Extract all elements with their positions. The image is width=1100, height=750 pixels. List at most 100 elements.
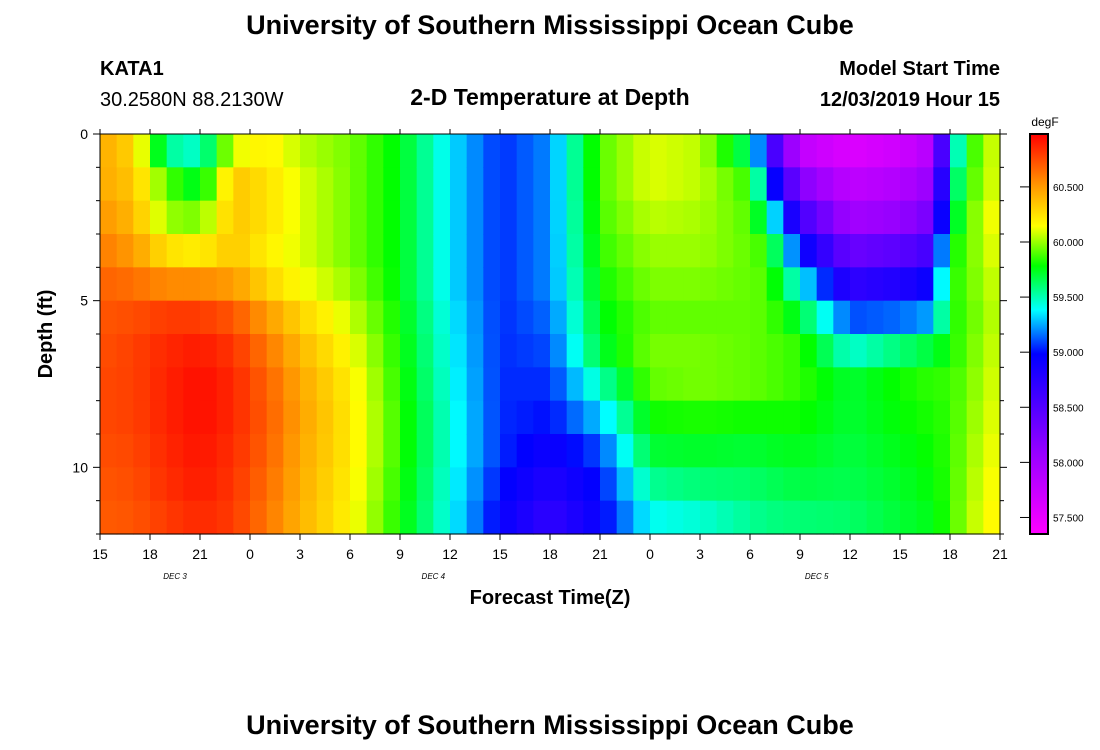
heatmap-cell xyxy=(283,467,301,502)
heatmap-cell xyxy=(633,367,651,402)
heatmap-cell xyxy=(133,434,151,468)
heatmap-cell xyxy=(550,434,568,468)
heatmap-cell xyxy=(633,134,651,168)
heatmap-cell xyxy=(700,467,718,502)
x-tick-label: 3 xyxy=(696,546,704,562)
heatmap-cell xyxy=(850,234,868,268)
y-axis: 0 5 10 xyxy=(72,126,1007,535)
heatmap-cell xyxy=(116,267,134,302)
heatmap-cell xyxy=(566,434,584,468)
heatmap-cell xyxy=(766,367,784,402)
heatmap-cell xyxy=(183,300,201,335)
heatmap-cell xyxy=(533,167,551,202)
heatmap-cell xyxy=(383,134,401,168)
heatmap-cell xyxy=(816,167,834,202)
x-tick-label: 15 xyxy=(892,546,908,562)
heatmap-cell xyxy=(633,400,651,435)
heatmap-cell xyxy=(466,434,484,468)
heatmap-cell xyxy=(916,200,934,235)
heatmap-cell xyxy=(500,300,518,335)
heatmap-cell xyxy=(250,267,268,302)
heatmap-cell xyxy=(216,434,234,468)
heatmap-cell xyxy=(983,234,1001,268)
heatmap-cell xyxy=(233,234,251,268)
heatmap-cell xyxy=(766,300,784,335)
heatmap-cell xyxy=(200,167,218,202)
heatmap-cell xyxy=(166,300,184,335)
heatmap-cell xyxy=(533,300,551,335)
heatmap-cell xyxy=(516,234,534,268)
heatmap-cell xyxy=(683,500,701,535)
heatmap-cell xyxy=(516,267,534,302)
heatmap-cell xyxy=(700,134,718,168)
heatmap-cell xyxy=(833,300,851,335)
heatmap-cell xyxy=(533,234,551,268)
heatmap-cell xyxy=(550,400,568,435)
heatmap-cell xyxy=(283,134,301,168)
heatmap-cell xyxy=(450,434,468,468)
heatmap-cell xyxy=(733,134,751,168)
heatmap-cell xyxy=(816,334,834,368)
heatmap-cell xyxy=(933,400,951,435)
heatmap-cell xyxy=(400,334,418,368)
heatmap-cell xyxy=(766,234,784,268)
heatmap-cell xyxy=(216,300,234,335)
heatmap-cell xyxy=(483,200,501,235)
y-axis-label: Depth (ft) xyxy=(35,290,57,379)
heatmap-cell xyxy=(533,334,551,368)
heatmap-cell xyxy=(966,167,984,202)
heatmap-cell xyxy=(600,500,618,535)
heatmap-cell xyxy=(950,134,968,168)
heatmap-cell xyxy=(850,300,868,335)
heatmap-cell xyxy=(116,167,134,202)
heatmap-cell xyxy=(216,467,234,502)
heatmap-cell xyxy=(583,500,601,535)
heatmap-cell xyxy=(950,467,968,502)
heatmap-cell xyxy=(366,134,384,168)
colorbar-tick-label: 59.000 xyxy=(1053,348,1084,359)
heatmap-cell xyxy=(833,500,851,535)
heatmap-cell xyxy=(366,467,384,502)
heatmap-cell xyxy=(483,134,501,168)
heatmap-cell xyxy=(516,367,534,402)
heatmap-cell xyxy=(866,334,884,368)
heatmap-cell xyxy=(283,434,301,468)
heatmap-cell xyxy=(266,300,284,335)
heatmap-cell xyxy=(466,134,484,168)
heatmap-cell xyxy=(766,200,784,235)
x-tick-label: 6 xyxy=(346,546,354,562)
heatmap-cell xyxy=(250,334,268,368)
heatmap-cell xyxy=(650,467,668,502)
heatmap-cell xyxy=(100,467,118,502)
heatmap-cell xyxy=(866,500,884,535)
heatmap-cell xyxy=(816,134,834,168)
heatmap-cell xyxy=(750,500,768,535)
heatmap-cell xyxy=(250,234,268,268)
heatmap-cell xyxy=(716,234,734,268)
heatmap-cell xyxy=(916,400,934,435)
heatmap-cell xyxy=(150,400,168,435)
heatmap-cell xyxy=(650,400,668,435)
heatmap-cell xyxy=(600,300,618,335)
heatmap-cell xyxy=(266,167,284,202)
heatmap-cell xyxy=(616,334,634,368)
heatmap-cell xyxy=(750,300,768,335)
heatmap-cell xyxy=(383,334,401,368)
heatmap-cell xyxy=(566,367,584,402)
heatmap-cell xyxy=(233,334,251,368)
heatmap-cell xyxy=(516,200,534,235)
heatmap-cell xyxy=(400,134,418,168)
heatmap-cell xyxy=(950,500,968,535)
heatmap-cell xyxy=(933,134,951,168)
heatmap-cell xyxy=(216,500,234,535)
heatmap-cell xyxy=(800,267,818,302)
heatmap-cell xyxy=(683,367,701,402)
heatmap-cell xyxy=(900,334,918,368)
heatmap-cell xyxy=(250,467,268,502)
heatmap-cell xyxy=(583,334,601,368)
heatmap-cell xyxy=(100,300,118,335)
heatmap-cell xyxy=(233,367,251,402)
heatmap-cell xyxy=(416,334,434,368)
heatmap-cell xyxy=(566,334,584,368)
heatmap-cell xyxy=(500,200,518,235)
